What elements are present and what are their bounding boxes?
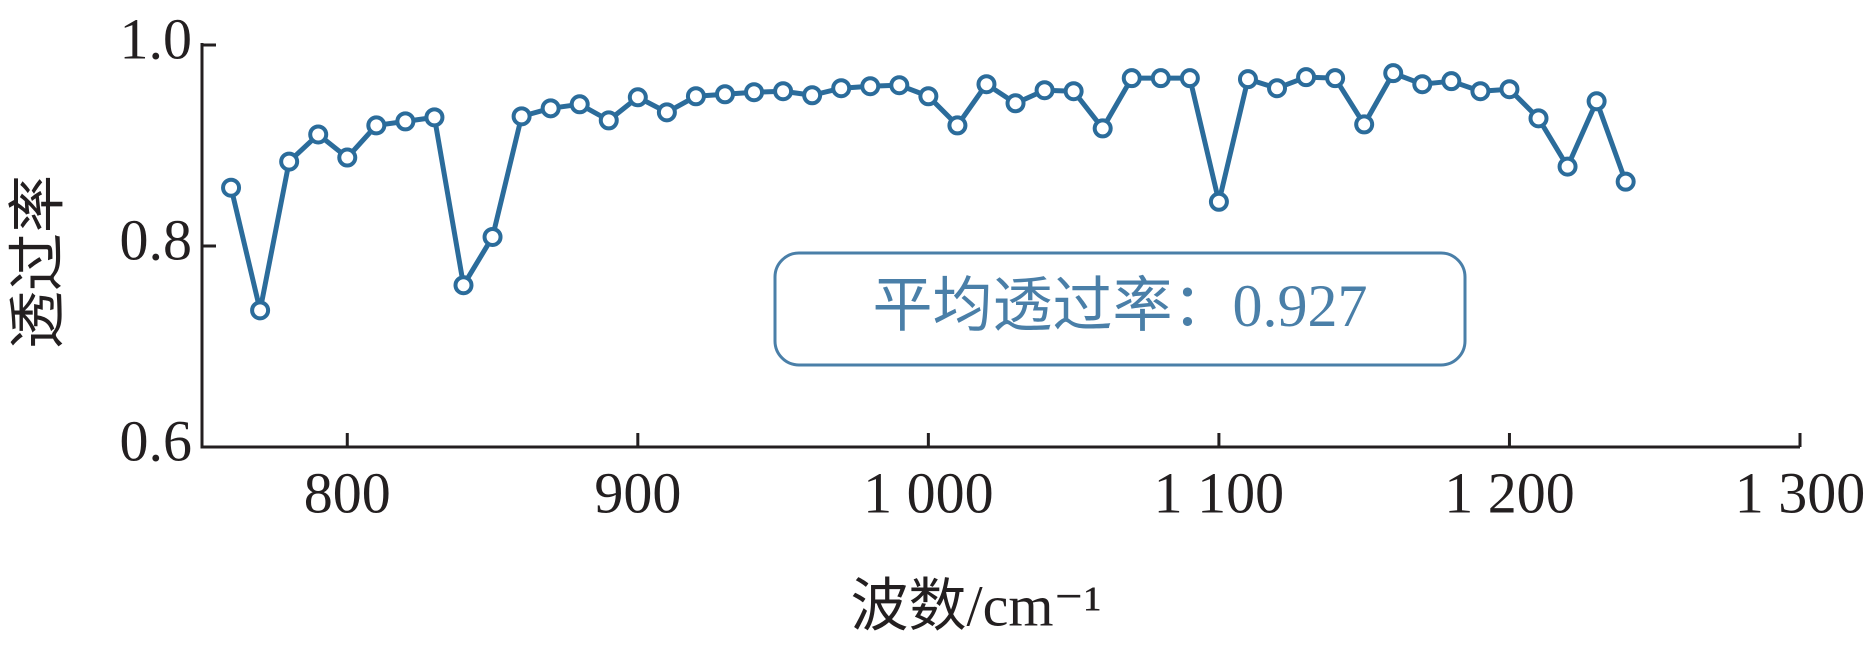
data-point: [1470, 81, 1491, 102]
data-point: [744, 82, 765, 103]
data-point: [1441, 71, 1462, 92]
data-point: [511, 106, 532, 127]
data-point: [1325, 68, 1346, 89]
y-tick-label: 0.8: [120, 207, 193, 272]
data-point: [1528, 108, 1549, 129]
annotation: 平均透过率：0.927: [873, 273, 1368, 339]
x-tick-label: 1 100: [1154, 460, 1285, 525]
data-point: [1208, 191, 1229, 212]
data-point: [947, 115, 968, 136]
data-point: [802, 85, 823, 106]
data-point: [1267, 78, 1288, 99]
x-tick-label: 900: [594, 460, 681, 525]
data-point: [685, 86, 706, 107]
data-point: [395, 111, 416, 132]
data-point: [1412, 74, 1433, 95]
data-point: [453, 275, 474, 296]
data-point: [1034, 80, 1055, 101]
x-axis-label: 波数/cm⁻¹: [851, 573, 1102, 638]
data-point: [656, 102, 677, 123]
data-point: [424, 107, 445, 128]
data-point: [773, 81, 794, 102]
data-point: [1005, 93, 1026, 114]
y-axis-label: 透过率: [5, 175, 70, 349]
data-point: [279, 151, 300, 172]
data-point: [1179, 68, 1200, 89]
y-tick-label: 1.0: [120, 6, 193, 71]
annotation-box: [773, 251, 1467, 367]
data-point: [1063, 81, 1084, 102]
data-point: [308, 124, 329, 145]
data-point: [337, 147, 358, 168]
x-tick-label: 1 000: [863, 460, 994, 525]
data-point: [976, 74, 997, 95]
data-point: [1557, 156, 1578, 177]
data-point: [221, 177, 242, 198]
data-point: [1383, 63, 1404, 84]
data-point: [860, 76, 881, 97]
data-point: [918, 86, 939, 107]
data-point: [1237, 69, 1258, 90]
data-point: [540, 98, 561, 119]
data-point: [250, 300, 271, 321]
data-point: [1296, 67, 1317, 88]
data-point: [1150, 68, 1171, 89]
data-point: [831, 78, 852, 99]
data-point: [598, 110, 619, 131]
data-point: [569, 94, 590, 115]
data-point: [714, 84, 735, 105]
x-tick-label: 800: [304, 460, 391, 525]
x-tick-label: 1 200: [1444, 460, 1575, 525]
data-point: [482, 226, 503, 247]
data-point: [1354, 114, 1375, 135]
data-point: [1615, 171, 1636, 192]
data-point: [1121, 68, 1142, 89]
data-point: [1586, 91, 1607, 112]
data-point: [1092, 118, 1113, 139]
data-point: [627, 87, 648, 108]
data-point: [889, 75, 910, 96]
y-tick-label: 0.6: [120, 408, 193, 473]
data-point: [366, 115, 387, 136]
data-point: [1499, 79, 1520, 100]
x-tick-label: 1 300: [1735, 460, 1866, 525]
